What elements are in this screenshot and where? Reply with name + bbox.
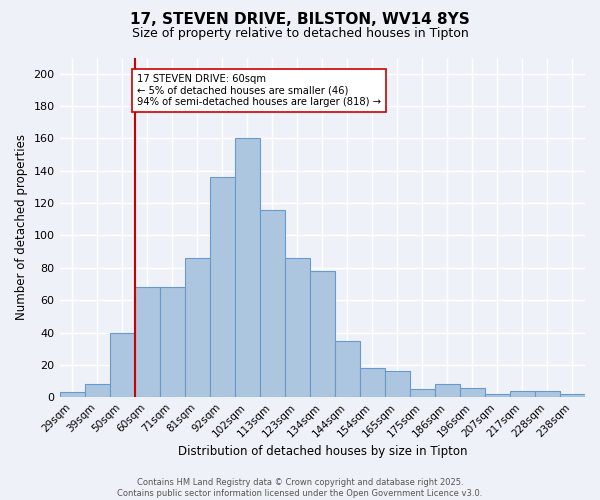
Text: Size of property relative to detached houses in Tipton: Size of property relative to detached ho… bbox=[131, 28, 469, 40]
Bar bbox=[560, 394, 585, 397]
Bar bbox=[335, 340, 360, 397]
Bar bbox=[410, 389, 435, 397]
Bar bbox=[435, 384, 460, 397]
Y-axis label: Number of detached properties: Number of detached properties bbox=[15, 134, 28, 320]
Bar bbox=[59, 392, 85, 397]
Bar bbox=[110, 332, 134, 397]
Bar bbox=[310, 271, 335, 397]
Bar bbox=[535, 391, 560, 397]
Text: 17 STEVEN DRIVE: 60sqm
← 5% of detached houses are smaller (46)
94% of semi-deta: 17 STEVEN DRIVE: 60sqm ← 5% of detached … bbox=[137, 74, 380, 107]
Bar bbox=[85, 384, 110, 397]
Text: Contains HM Land Registry data © Crown copyright and database right 2025.
Contai: Contains HM Land Registry data © Crown c… bbox=[118, 478, 482, 498]
Bar bbox=[510, 391, 535, 397]
Bar bbox=[209, 177, 235, 397]
Bar bbox=[260, 210, 285, 397]
Bar bbox=[134, 287, 160, 397]
Bar bbox=[360, 368, 385, 397]
Bar bbox=[460, 388, 485, 397]
Bar bbox=[160, 287, 185, 397]
Bar bbox=[185, 258, 209, 397]
Bar bbox=[235, 138, 260, 397]
Text: 17, STEVEN DRIVE, BILSTON, WV14 8YS: 17, STEVEN DRIVE, BILSTON, WV14 8YS bbox=[130, 12, 470, 28]
X-axis label: Distribution of detached houses by size in Tipton: Distribution of detached houses by size … bbox=[178, 444, 467, 458]
Bar bbox=[485, 394, 510, 397]
Bar bbox=[285, 258, 310, 397]
Bar bbox=[385, 372, 410, 397]
